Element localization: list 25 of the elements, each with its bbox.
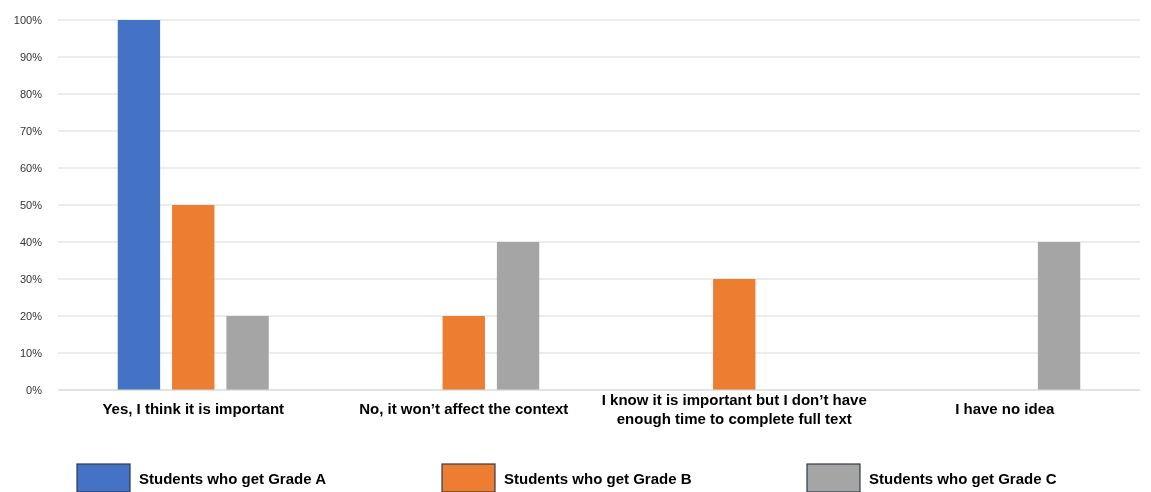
bar	[496, 242, 540, 390]
legend-label: Students who get Grade C	[869, 470, 1057, 487]
x-tick-label: I have no idea	[955, 400, 1056, 417]
x-tick-label: I know it is important but I don’t have enough time to complete full text	[601, 391, 867, 427]
bar	[713, 279, 756, 390]
y-tick-label: 0%	[26, 384, 43, 397]
legend-label: Students who get Grade B	[504, 470, 692, 487]
x-tick-label: No, it won’t affect the context	[359, 400, 569, 417]
y-tick-label: 40%	[19, 236, 43, 249]
y-tick-label: 20%	[19, 310, 43, 323]
bar	[442, 316, 485, 390]
y-tick-label: 50%	[19, 199, 43, 212]
bar	[117, 20, 161, 390]
legend-label: Students who get Grade A	[139, 470, 327, 487]
bar	[226, 316, 269, 390]
y-tick-label: 10%	[19, 347, 43, 360]
y-tick-label: 30%	[19, 273, 43, 286]
bar	[172, 205, 215, 390]
y-tick-label: 100%	[13, 14, 43, 27]
x-tick-label: Yes, I think it is important	[102, 400, 285, 417]
y-tick-label: 90%	[19, 51, 43, 64]
y-tick-label: 70%	[19, 125, 43, 138]
y-tick-label: 60%	[19, 162, 43, 175]
bar	[1037, 242, 1081, 390]
y-tick-label: 80%	[19, 88, 43, 101]
